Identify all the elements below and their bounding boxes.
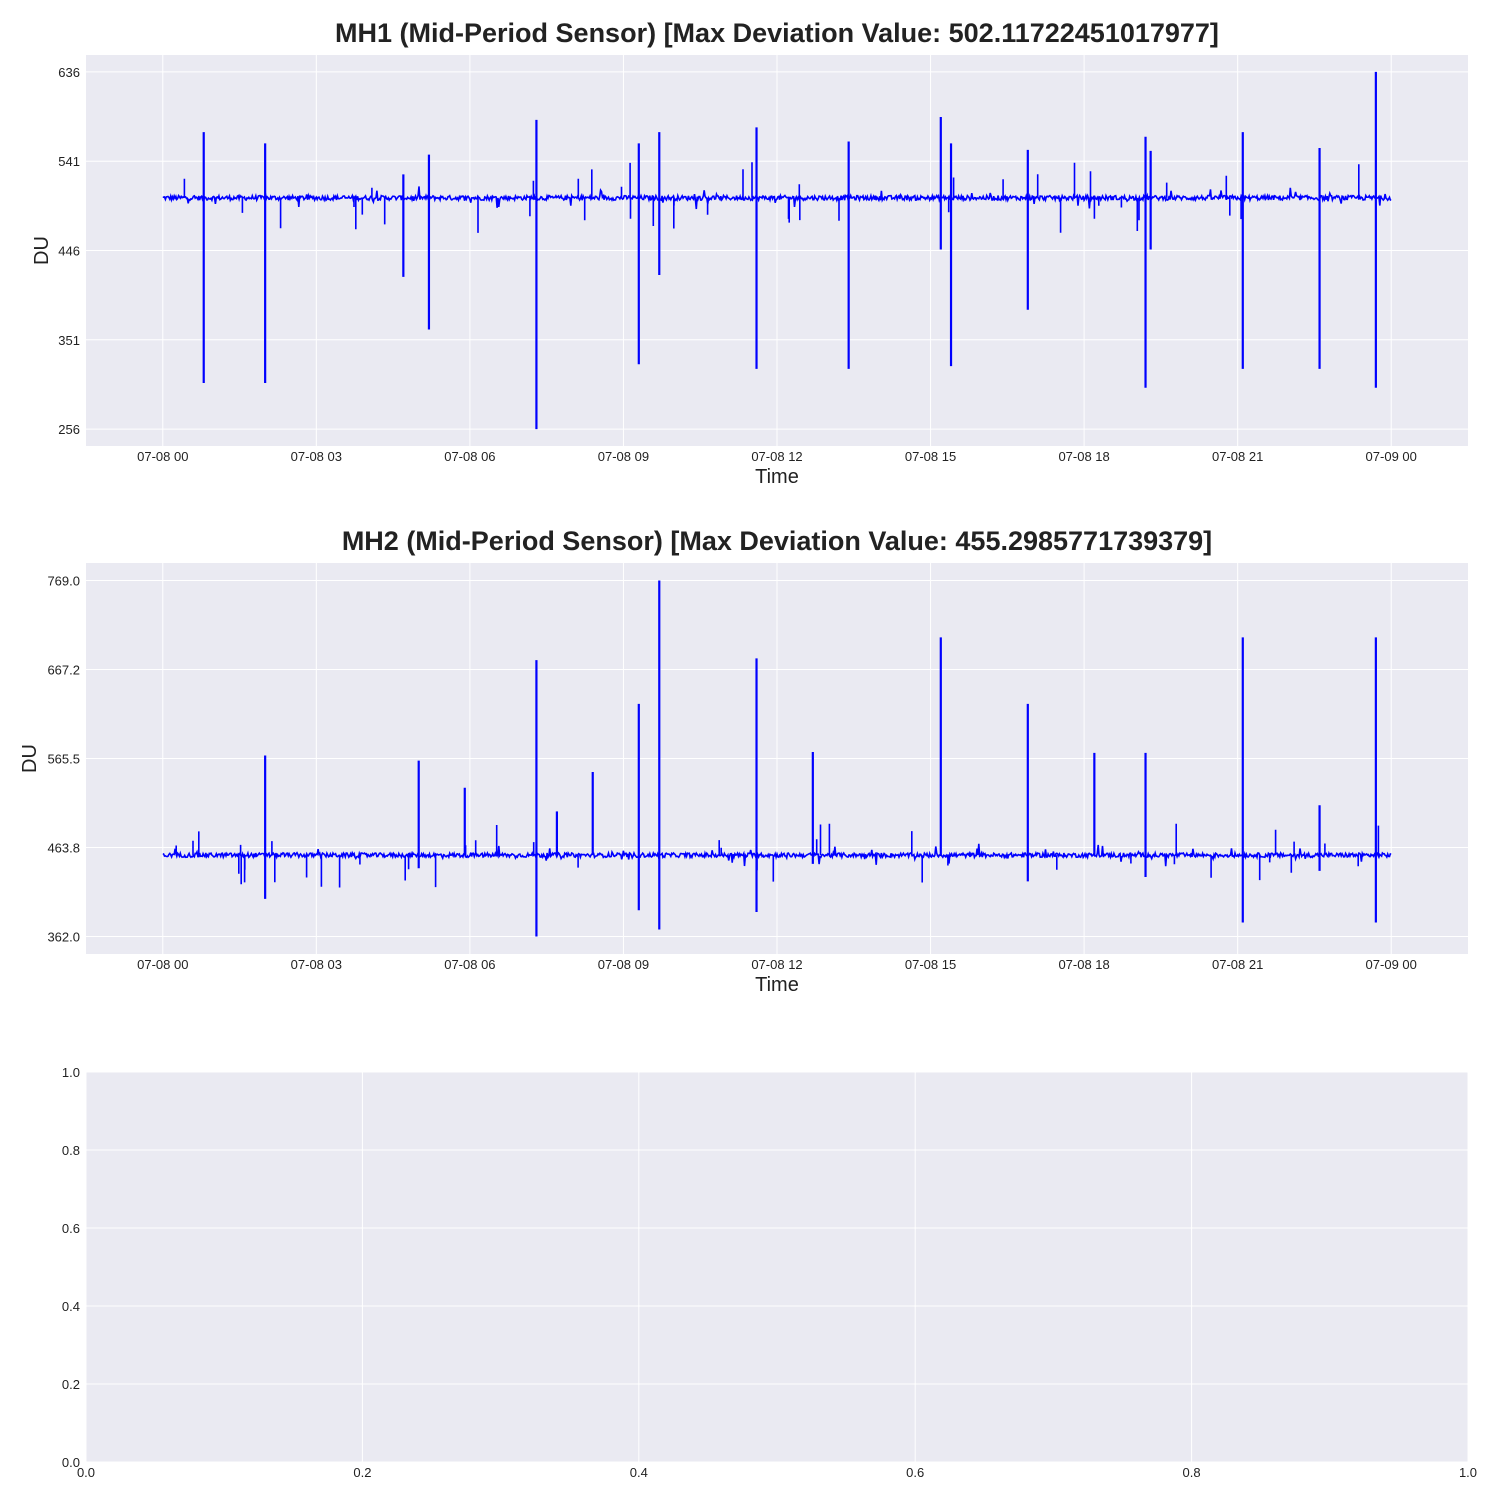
x-tick-label: 0.2 bbox=[353, 1465, 371, 1480]
y-tick-label: 351 bbox=[58, 333, 80, 348]
y-tick-label: 565.5 bbox=[47, 752, 80, 767]
y-tick-label: 0.8 bbox=[62, 1143, 80, 1158]
x-tick-label: 07-08 12 bbox=[751, 957, 802, 972]
x-tick-label: 07-08 09 bbox=[598, 957, 649, 972]
x-tick-label: 07-08 21 bbox=[1212, 957, 1263, 972]
series-line bbox=[162, 162, 1392, 233]
x-tick-label: 07-08 06 bbox=[444, 957, 495, 972]
x-tick-label: 07-09 00 bbox=[1366, 449, 1417, 464]
x-tick-label: 07-09 00 bbox=[1366, 957, 1417, 972]
x-axis-label: Time bbox=[755, 974, 799, 996]
x-tick-label: 07-08 15 bbox=[905, 449, 956, 464]
series-line bbox=[162, 823, 1392, 888]
y-tick-label: 0.0 bbox=[62, 1455, 80, 1470]
x-tick-label: 07-08 00 bbox=[137, 957, 188, 972]
y-tick-label: 1.0 bbox=[62, 1065, 80, 1080]
x-tick-label: 0.6 bbox=[906, 1465, 924, 1480]
x-tick-label: 07-08 18 bbox=[1058, 449, 1109, 464]
x-tick-label: 07-08 06 bbox=[444, 449, 495, 464]
y-tick-label: 463.8 bbox=[47, 840, 80, 855]
x-tick-label: 07-08 18 bbox=[1058, 957, 1109, 972]
y-tick-label: 362.0 bbox=[47, 930, 80, 945]
y-tick-label: 0.4 bbox=[62, 1299, 80, 1314]
x-tick-label: 0.4 bbox=[630, 1465, 648, 1480]
x-tick-label: 07-08 00 bbox=[137, 449, 188, 464]
chart-title: MH2 (Mid-Period Sensor) [Max Deviation V… bbox=[342, 526, 1212, 556]
x-axis-label: Time bbox=[755, 466, 799, 488]
y-tick-label: 0.2 bbox=[62, 1377, 80, 1392]
x-tick-label: 1.0 bbox=[1459, 1465, 1477, 1480]
y-tick-label: 256 bbox=[58, 422, 80, 437]
y-tick-label: 769.0 bbox=[47, 573, 80, 588]
x-tick-label: 07-08 12 bbox=[751, 449, 802, 464]
y-axis-label: DU bbox=[19, 744, 41, 773]
y-tick-label: 636 bbox=[58, 65, 80, 80]
x-tick-label: 0.0 bbox=[77, 1465, 95, 1480]
y-tick-label: 446 bbox=[58, 244, 80, 259]
y-tick-label: 0.6 bbox=[62, 1221, 80, 1236]
x-tick-label: 07-08 21 bbox=[1212, 449, 1263, 464]
y-axis-label: DU bbox=[31, 236, 53, 265]
x-tick-label: 0.8 bbox=[1183, 1465, 1201, 1480]
x-tick-label: 07-08 15 bbox=[905, 957, 956, 972]
chart-title: MH1 (Mid-Period Sensor) [Max Deviation V… bbox=[335, 18, 1219, 48]
x-tick-label: 07-08 03 bbox=[291, 957, 342, 972]
y-tick-label: 541 bbox=[58, 154, 80, 169]
x-tick-label: 07-08 03 bbox=[291, 449, 342, 464]
x-tick-label: 07-08 09 bbox=[598, 449, 649, 464]
plot-area-3 bbox=[86, 1072, 1468, 1462]
y-tick-label: 667.2 bbox=[47, 663, 80, 678]
